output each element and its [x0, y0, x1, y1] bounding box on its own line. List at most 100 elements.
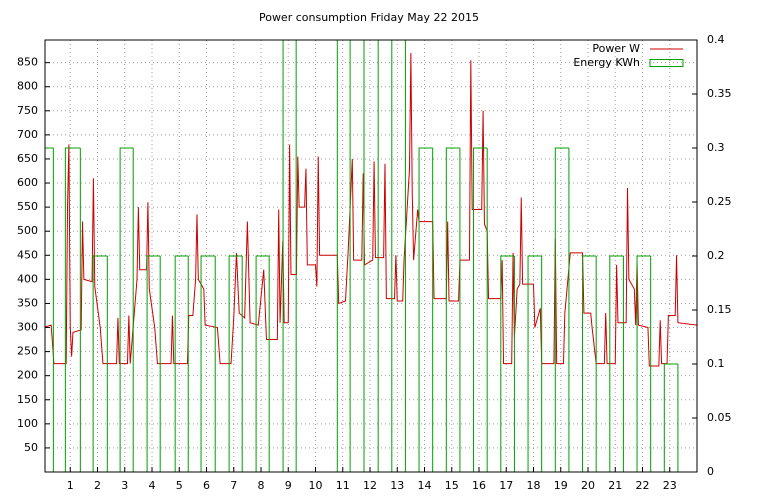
energy-step: [513, 256, 529, 472]
energy-step: [527, 255, 542, 472]
y2-tick-label: 0: [707, 465, 714, 478]
x-tick-label: 14: [418, 479, 432, 492]
x-tick-label: 21: [608, 479, 622, 492]
energy-step: [500, 255, 515, 472]
y-tick-label: 600: [17, 176, 38, 189]
energy-step: [336, 40, 338, 472]
y-tick-label: 800: [17, 80, 38, 93]
grid: [45, 40, 697, 472]
energy-step: [404, 40, 420, 472]
y2-tick-label: 0.4: [707, 33, 725, 46]
energy-step: [159, 256, 176, 472]
y-tick-label: 850: [17, 56, 38, 69]
y-tick-label: 350: [17, 296, 38, 309]
y-tick-label: 550: [17, 200, 38, 213]
y2-tick-label: 0.3: [707, 141, 725, 154]
energy-step: [541, 256, 556, 472]
energy-step: [609, 255, 624, 472]
y2-tick-label: 0.15: [707, 303, 732, 316]
energy-step: [622, 256, 638, 472]
energy-step: [554, 147, 569, 472]
energy-step: [677, 364, 697, 472]
legend-label: Power W: [592, 42, 640, 55]
energy-step: [459, 148, 474, 472]
x-tick-label: 22: [636, 479, 650, 492]
x-tick-label: 10: [309, 479, 323, 492]
energy-step: [363, 40, 365, 472]
energy-step: [119, 147, 134, 472]
energy-step: [377, 40, 392, 472]
energy-step: [391, 40, 393, 472]
energy-step: [200, 255, 216, 472]
axes: 1 2 3 4 5 6 7 8 9 10 11 12 13 14 15 16 17 18 19 20 21 22 23501…: [17, 33, 732, 492]
x-tick-label: 7: [230, 479, 237, 492]
x-tick-label: 8: [258, 479, 265, 492]
y2-tick-label: 0.35: [707, 87, 732, 100]
x-tick-label: 20: [581, 479, 595, 492]
energy-step: [214, 256, 230, 472]
y-tick-label: 400: [17, 272, 38, 285]
x-tick-label: 17: [499, 479, 513, 492]
energy-step: [349, 40, 365, 472]
energy-step: [663, 363, 678, 472]
plot-area: [45, 40, 697, 472]
y-tick-label: 500: [17, 224, 38, 237]
y-tick-label: 700: [17, 128, 38, 141]
y-tick-label: 50: [24, 441, 38, 454]
x-tick-label: 3: [121, 479, 128, 492]
y2-tick-label: 0.25: [707, 195, 732, 208]
energy-step: [473, 147, 488, 472]
x-tick-label: 13: [390, 479, 404, 492]
energy-step: [79, 148, 94, 472]
y-tick-label: 750: [17, 104, 38, 117]
energy-step: [568, 148, 583, 472]
chart-title: Power consumption Friday May 22 2015: [259, 11, 479, 24]
energy-step: [445, 147, 460, 472]
energy-step: [52, 148, 66, 472]
energy-step: [241, 256, 257, 472]
energy-step: [228, 255, 243, 472]
x-tick-label: 11: [336, 479, 350, 492]
y2-tick-label: 0.1: [707, 357, 725, 370]
legend-label: Energy KWh: [573, 56, 640, 69]
x-tick-label: 12: [363, 479, 377, 492]
energy-step: [106, 256, 121, 472]
energy-step: [486, 148, 501, 472]
energy-step: [255, 255, 270, 472]
x-tick-label: 5: [176, 479, 183, 492]
x-tick-label: 9: [285, 479, 292, 492]
x-tick-label: 4: [149, 479, 156, 492]
y-tick-label: 300: [17, 321, 38, 334]
energy-step: [595, 256, 610, 472]
energy-step: [650, 256, 665, 472]
energy-step: [418, 147, 433, 472]
legend-swatch: [649, 59, 684, 67]
energy-step: [282, 40, 284, 472]
energy-step: [146, 255, 161, 472]
energy-step: [295, 40, 338, 472]
x-tick-label: 18: [527, 479, 541, 492]
y2-tick-label: 0.2: [707, 249, 725, 262]
x-tick-label: 15: [445, 479, 459, 492]
y2-tick-label: 0.05: [707, 411, 732, 424]
y-tick-label: 100: [17, 417, 38, 430]
y-tick-label: 650: [17, 152, 38, 165]
energy-step: [132, 148, 148, 472]
energy-step: [174, 255, 189, 472]
y-tick-label: 450: [17, 248, 38, 261]
power-line: [45, 52, 697, 367]
y-tick-label: 250: [17, 345, 38, 358]
energy-step: [92, 255, 108, 472]
energy-step: [582, 255, 597, 472]
y-tick-label: 150: [17, 393, 38, 406]
x-tick-label: 16: [472, 479, 486, 492]
energy-step: [187, 256, 202, 472]
energy-step: [432, 148, 447, 472]
x-tick-label: 23: [663, 479, 677, 492]
energy-step: [636, 255, 651, 472]
x-tick-label: 19: [554, 479, 568, 492]
energy-step: [268, 256, 284, 472]
y-tick-label: 200: [17, 369, 38, 382]
x-tick-label: 2: [94, 479, 101, 492]
